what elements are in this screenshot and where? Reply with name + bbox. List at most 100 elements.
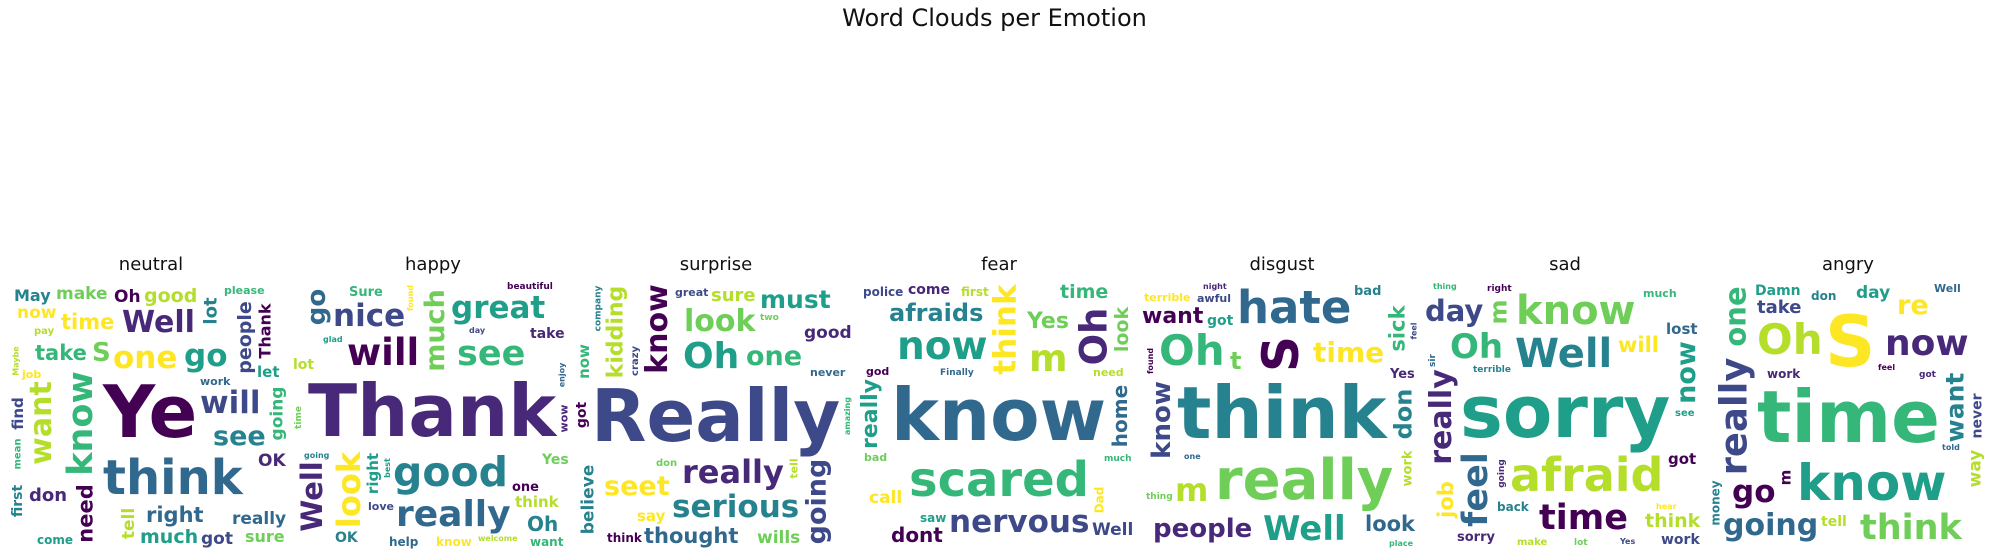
- cloud-word: see: [1675, 408, 1695, 419]
- cloud-word: first: [961, 285, 989, 299]
- cloud-word: go: [301, 288, 332, 325]
- cloud-word: serious: [672, 489, 800, 525]
- cloud-word: really: [1424, 369, 1459, 465]
- cloud-word: job: [1433, 481, 1458, 518]
- cloud-word: come: [37, 533, 73, 547]
- cloud-word: Oh: [1757, 315, 1823, 364]
- cloud-word: May: [14, 286, 51, 305]
- cloud-word: welcome: [478, 534, 518, 543]
- cloud-word: good: [393, 448, 509, 496]
- cloud-word: told: [1942, 443, 1960, 452]
- cloud-word: enjoy: [557, 362, 567, 388]
- cloud-word: tell: [119, 507, 140, 540]
- cloud-word: one: [746, 341, 803, 372]
- cloud-word: Finally: [940, 368, 974, 378]
- cloud-word: sir: [1427, 353, 1438, 367]
- cloud-word: look: [1365, 512, 1416, 536]
- cloud-word: find: [10, 396, 27, 430]
- cloud-word: right: [1487, 284, 1512, 294]
- cloud-word: Maybe: [11, 345, 21, 376]
- cloud-word: re: [1897, 290, 1929, 321]
- cloud-word: must: [760, 285, 831, 314]
- cloud-word: place: [1389, 539, 1414, 548]
- cloud-word: don: [1811, 289, 1837, 303]
- cloud-word: work: [1661, 532, 1700, 548]
- cloud-word: tell: [787, 457, 801, 479]
- cloud-word: believe: [578, 464, 599, 535]
- cloud-word: think: [1860, 508, 1962, 548]
- cloud-word: S: [1825, 301, 1876, 383]
- cloud-word: Damn: [1755, 283, 1801, 299]
- cloud-word: amazing: [842, 396, 852, 435]
- cloud-word: Oh: [114, 287, 141, 307]
- cloud-word: Really: [591, 374, 841, 458]
- cloud-word: Well: [294, 461, 329, 532]
- cloud-word: Well: [1515, 331, 1613, 377]
- cloud-word: see: [213, 421, 266, 452]
- cloud-word: much: [1104, 454, 1132, 464]
- cloud-word: really: [1215, 448, 1394, 513]
- cloud-word: don: [1388, 388, 1417, 439]
- cloud-word: crazy: [629, 345, 641, 376]
- cloud-word: Well: [1934, 282, 1961, 295]
- cloud-word: don: [656, 458, 678, 469]
- cloud-word: now: [17, 303, 57, 323]
- panel-title: happy: [405, 254, 461, 275]
- cloud-word: right: [364, 452, 383, 495]
- cloud-word: thing: [1146, 492, 1173, 502]
- cloud-word: now: [897, 324, 988, 369]
- cloud-word: feel: [1455, 452, 1496, 527]
- panel-title: surprise: [679, 254, 753, 275]
- cloud-word: m: [1175, 471, 1209, 509]
- cloud-word: S: [1252, 335, 1311, 373]
- cloud-word: will: [1618, 333, 1659, 357]
- cloud-word: now: [575, 343, 593, 379]
- cloud-word: want: [1142, 304, 1204, 329]
- cloud-word: tell: [1821, 514, 1847, 530]
- panel-title: sad: [1549, 254, 1581, 275]
- cloud-word: sure: [711, 285, 756, 306]
- cloud-word: got: [1668, 450, 1697, 468]
- cloud-word: now: [1885, 323, 1969, 364]
- panel-fear: fear know scared think nervous now m Oh afraids Y…: [858, 252, 1140, 550]
- cloud-word: good: [144, 285, 198, 307]
- cloud-word: lot: [293, 357, 315, 373]
- cloud-word: come: [908, 282, 950, 298]
- cloud-word: time: [1313, 336, 1385, 369]
- cloud-word: day: [469, 326, 486, 335]
- cloud-word: one: [1184, 452, 1201, 461]
- cloud-word: saw: [920, 511, 947, 525]
- cloud-word: Thank: [308, 369, 557, 453]
- cloud-word: want: [1939, 372, 1969, 442]
- cloud-word: afraids: [889, 299, 984, 327]
- cloud-word: work: [1400, 450, 1416, 487]
- cloud-word: two: [760, 313, 779, 323]
- cloud-word: time: [61, 310, 115, 334]
- cloud-word: Yes: [1620, 537, 1636, 546]
- cloud-word: OK: [335, 530, 358, 546]
- cloud-word: right: [146, 503, 204, 527]
- cloud-word: need: [1093, 366, 1124, 379]
- cloud-word: sure: [245, 527, 285, 546]
- cloud-word: got: [201, 529, 233, 549]
- cloud-word: please: [224, 284, 265, 297]
- cloud-word: wow: [557, 404, 571, 433]
- panel-surprise: surprise Really Oh kidding really serious look…: [575, 252, 857, 550]
- cloud-word: going: [267, 386, 288, 441]
- cloud-word: thought: [644, 524, 739, 548]
- cloud-word: way: [1965, 449, 1986, 488]
- cloud-word: police: [863, 285, 904, 299]
- cloud-word: m: [1029, 337, 1068, 380]
- cloud-word: want: [530, 535, 564, 549]
- word-cloud: Really Oh kidding really serious look know thou…: [575, 282, 855, 550]
- cloud-word: sorry: [1457, 530, 1495, 545]
- cloud-word: let: [257, 363, 280, 381]
- cloud-word: make: [56, 284, 108, 304]
- cloud-word: Thank: [255, 302, 275, 359]
- cloud-word: money: [1708, 479, 1723, 526]
- cloud-word: first: [10, 484, 27, 518]
- cloud-word: found: [406, 284, 416, 312]
- cloud-word: think: [103, 450, 243, 506]
